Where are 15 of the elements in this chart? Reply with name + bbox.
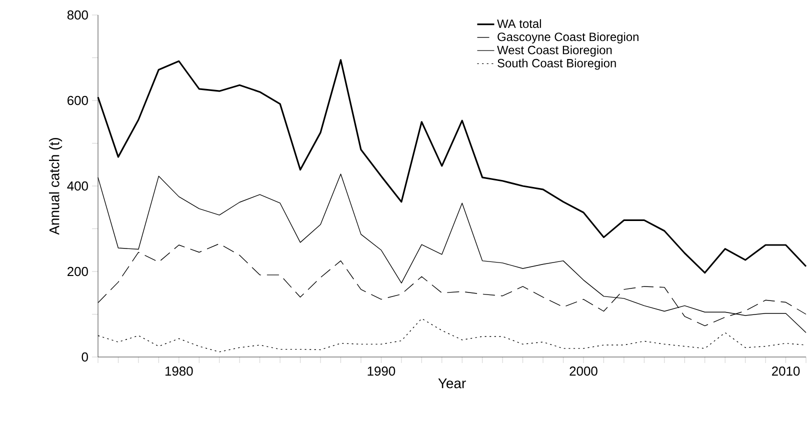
legend-label: Gascoyne Coast Bioregion <box>498 32 638 44</box>
x-tick-label: 1980 <box>165 366 193 376</box>
y-tick-label: 200 <box>68 266 88 276</box>
y-tick-label: 400 <box>67 181 88 191</box>
y-tick-label: 0 <box>82 352 88 362</box>
y-axis-title: Annual catch (t) <box>49 138 62 235</box>
x-axis-title: Year <box>438 378 466 388</box>
legend-label: WA total <box>497 19 541 28</box>
y-tick-label: 800 <box>67 10 88 20</box>
y-tick-label: 600 <box>68 96 88 106</box>
x-tick-label: 2000 <box>570 366 598 376</box>
legend-label: West Coast Bioregion <box>497 45 612 57</box>
legend-label: South Coast Bioregion <box>498 58 616 70</box>
x-tick-label: 1990 <box>368 366 396 376</box>
x-tick-label: 2010 <box>772 366 800 376</box>
